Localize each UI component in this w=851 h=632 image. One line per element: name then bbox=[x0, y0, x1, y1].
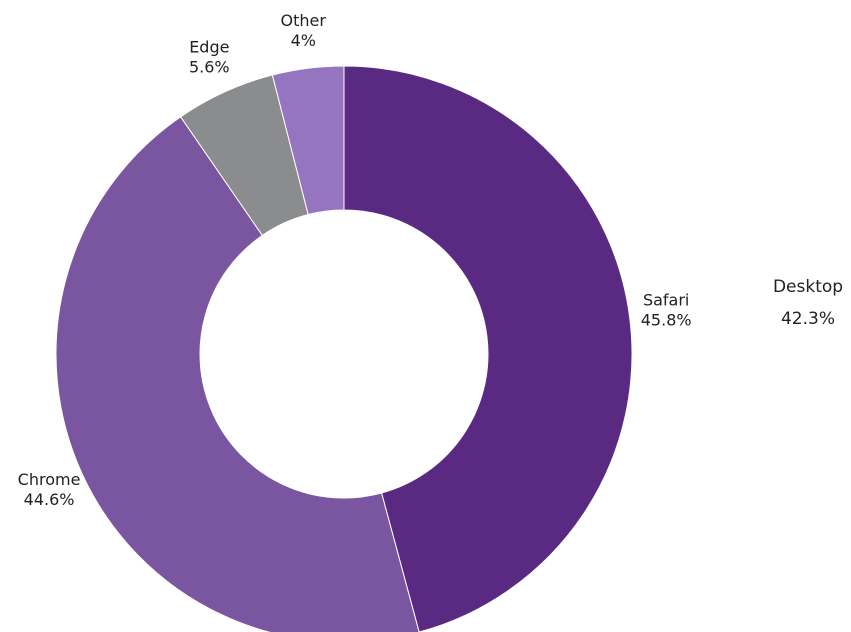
slice-label-value: 4% bbox=[291, 31, 316, 50]
annotation-title: Desktop bbox=[773, 277, 843, 297]
slice-label-value: 5.6% bbox=[189, 58, 230, 77]
donut-slice bbox=[343, 65, 633, 632]
annotation-value: 42.3% bbox=[781, 309, 835, 329]
slice-label-name: Chrome bbox=[18, 470, 81, 489]
slice-label-name: Safari bbox=[643, 291, 689, 310]
donut-slice bbox=[271, 65, 345, 216]
slice-label-value: 44.6% bbox=[24, 490, 75, 509]
slice-label-name: Edge bbox=[189, 38, 229, 57]
slice-label-value: 45.8% bbox=[641, 311, 692, 330]
slice-label-name: Other bbox=[281, 11, 327, 30]
donut-slice bbox=[55, 116, 420, 632]
